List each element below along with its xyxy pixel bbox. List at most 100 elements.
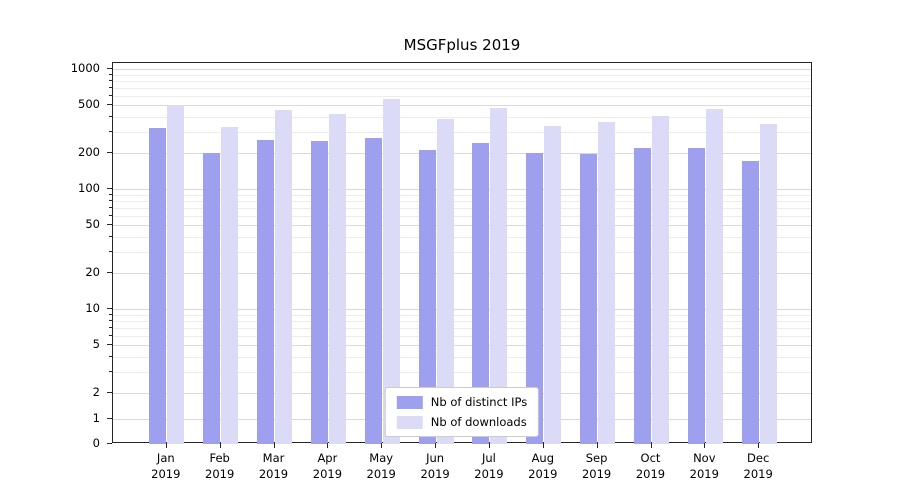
gridline-major: [113, 105, 811, 107]
legend-item-distinct-ips: Nb of distinct IPs: [396, 395, 527, 409]
y-tick-mark: [107, 308, 112, 310]
y-tick-mark-minor: [109, 73, 112, 75]
bar-downloads-aug: [544, 126, 562, 444]
gridline-major: [113, 225, 811, 227]
bar-distinct-ips-oct: [634, 147, 651, 444]
y-tick-mark-minor: [109, 86, 112, 88]
x-tick-mark: [219, 443, 221, 448]
gridline-minor: [113, 87, 811, 89]
y-tick-mark-minor: [109, 334, 112, 336]
bar-distinct-ips-dec: [741, 160, 759, 444]
x-tick-label: Feb 2019: [205, 451, 235, 481]
gridline-minor: [113, 194, 811, 196]
bar-distinct-ips-jun: [418, 150, 436, 444]
bar-distinct-ips-sep: [580, 153, 598, 444]
y-tick-label: 200: [78, 144, 100, 159]
y-tick-mark-minor: [109, 355, 112, 357]
y-tick-mark: [107, 272, 112, 273]
legend-swatch-downloads: [396, 415, 423, 429]
gridline-minor: [113, 200, 811, 202]
x-tick-label: Dec 2019: [743, 451, 773, 481]
x-tick-label: Apr 2019: [312, 451, 343, 481]
gridline-minor: [113, 335, 811, 337]
y-tick-label: 10: [85, 301, 100, 316]
gridline-major: [113, 152, 811, 154]
legend: Nb of distinct IPs Nb of downloads: [384, 387, 540, 437]
x-tick-mark: [704, 443, 706, 448]
y-tick-mark: [107, 188, 112, 189]
x-tick-mark: [381, 443, 383, 448]
bar-distinct-ips-feb: [203, 152, 221, 444]
y-tick-mark: [107, 417, 112, 419]
legend-swatch-distinct-ips: [396, 395, 423, 409]
y-tick-mark-minor: [109, 193, 112, 195]
bar-downloads-jun: [436, 119, 454, 444]
bar-downloads-jul: [490, 107, 508, 444]
y-tick-label: 1000: [70, 61, 100, 75]
x-tick-label: May 2019: [366, 451, 396, 481]
y-tick-mark-minor: [109, 115, 112, 117]
gridline-minor: [113, 371, 811, 373]
x-tick-mark: [327, 443, 329, 448]
bar-downloads-dec: [759, 123, 777, 444]
bar-distinct-ips-mar: [257, 140, 274, 444]
bar-distinct-ips-jul: [472, 143, 490, 444]
y-tick-label: 50: [85, 217, 100, 232]
gridline-minor: [113, 314, 811, 316]
gridline-major: [113, 345, 811, 347]
y-tick-label: 500: [78, 97, 100, 112]
y-tick-mark: [107, 104, 112, 106]
x-tick-mark: [165, 443, 167, 448]
y-tick-mark-minor: [109, 319, 112, 321]
gridline-minor: [113, 116, 811, 118]
bar-distinct-ips-may: [364, 138, 382, 444]
x-tick-mark: [273, 443, 275, 448]
y-tick-mark-minor: [109, 370, 112, 372]
y-tick-mark-minor: [109, 130, 112, 132]
y-tick-label: 0: [92, 436, 100, 450]
gridline-minor: [113, 215, 811, 217]
y-tick-label: 5: [92, 337, 100, 352]
gridline-minor: [113, 356, 811, 358]
gridline-minor: [113, 327, 811, 329]
bar-downloads-nov: [705, 108, 723, 444]
y-tick-mark-minor: [109, 235, 112, 237]
bar-distinct-ips-nov: [687, 148, 705, 444]
y-tick-mark-minor: [109, 214, 112, 216]
y-tick-mark: [107, 224, 112, 226]
bar-distinct-ips-apr: [310, 141, 328, 444]
legend-label-downloads: Nb of downloads: [430, 415, 527, 429]
bar-downloads-jan: [167, 105, 185, 444]
x-tick-label: Sep 2019: [581, 451, 612, 481]
gridline-major: [113, 309, 811, 311]
gridline-major: [113, 69, 811, 70]
x-tick-label: Nov 2019: [689, 451, 719, 481]
x-tick-mark: [435, 443, 437, 448]
x-tick-label: Jan 2019: [151, 451, 181, 481]
y-tick-label: 20: [85, 265, 100, 279]
legend-item-downloads: Nb of downloads: [396, 415, 527, 429]
y-tick-mark-minor: [109, 326, 112, 328]
x-tick-mark: [488, 443, 490, 448]
y-tick-mark-minor: [109, 250, 112, 252]
bar-downloads-oct: [652, 115, 669, 444]
x-tick-label: Jul 2019: [474, 451, 504, 481]
y-tick-mark-minor: [109, 313, 112, 315]
gridline-minor: [113, 207, 811, 209]
bar-downloads-mar: [275, 109, 292, 444]
x-tick-label: Oct 2019: [635, 451, 666, 481]
plot-area: Nb of distinct IPs Nb of downloads: [112, 62, 812, 444]
x-tick-mark: [650, 443, 652, 448]
y-tick-mark-minor: [109, 199, 112, 201]
bar-downloads-feb: [221, 126, 239, 444]
gridline-major: [113, 273, 811, 274]
bar-distinct-ips-aug: [526, 152, 544, 444]
x-tick-label: Aug 2019: [528, 451, 558, 481]
bar-distinct-ips-jan: [149, 128, 167, 444]
gridline-minor: [113, 131, 811, 133]
y-tick-mark: [107, 344, 112, 346]
y-tick-mark: [107, 68, 112, 69]
bar-downloads-sep: [598, 122, 616, 444]
gridline-minor: [113, 236, 811, 238]
